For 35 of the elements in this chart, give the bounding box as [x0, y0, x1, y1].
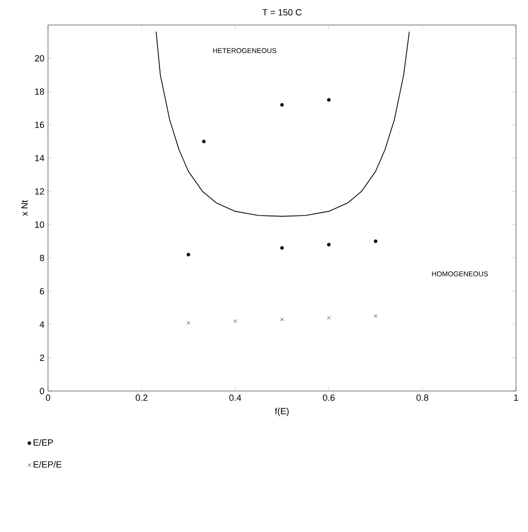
- point: [374, 314, 378, 318]
- y-tick-label: 16: [35, 122, 44, 128]
- x-tick-label: 0: [46, 394, 50, 401]
- point: [186, 321, 190, 325]
- x-tick-label: 0.6: [322, 394, 335, 401]
- point: [280, 246, 284, 250]
- point: [186, 252, 190, 256]
- x-axis-title: f(E): [274, 408, 289, 416]
- x-tick-label: 0.8: [416, 394, 428, 401]
- y-tick-label: 10: [35, 221, 44, 228]
- point: [374, 239, 378, 244]
- point: [327, 98, 331, 102]
- y-tick-label: 2: [40, 354, 44, 361]
- y-tick-label: 20: [34, 55, 44, 62]
- point: [280, 318, 284, 322]
- y-tick-label: 4: [40, 321, 44, 328]
- y-tick-label: 18: [35, 88, 44, 95]
- y-tick-label: 8: [40, 254, 44, 262]
- y-axis-title: x Nt: [21, 200, 28, 216]
- x-tick-label: 0.4: [229, 394, 242, 401]
- legend-label: E/EP: [34, 439, 53, 446]
- point: [327, 316, 331, 320]
- point: [233, 319, 237, 323]
- legend-label: E/EP/E: [34, 461, 62, 468]
- line-series: [156, 31, 410, 217]
- point: [202, 140, 206, 144]
- point: [327, 242, 331, 246]
- x-tick-label: 0.2: [136, 394, 148, 401]
- y-tick-label: 12: [35, 188, 44, 194]
- point: [280, 103, 284, 107]
- y-tick-label: 0: [40, 388, 44, 394]
- y-tick-label: 6: [40, 288, 44, 294]
- chart-title: T = 150 C: [262, 9, 302, 16]
- y-tick-label: 14: [35, 155, 44, 162]
- x-tick-label: 1: [514, 394, 518, 401]
